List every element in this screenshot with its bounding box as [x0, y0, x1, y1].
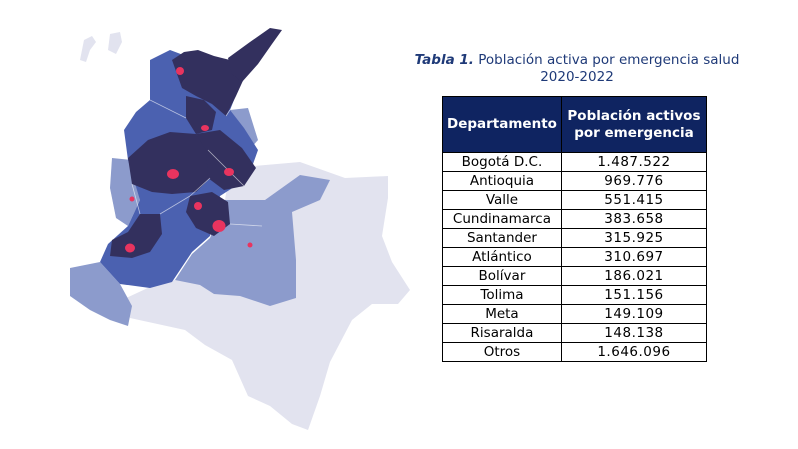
marker-atlantico [176, 67, 184, 75]
cell-poblacion: 1.646.096 [560, 342, 708, 362]
column-header-poblacion: Población activos por emergencia [560, 96, 708, 153]
map-region-low [175, 175, 330, 306]
cell-departamento: Risaralda [442, 323, 562, 343]
table-row: Meta 149.109 [442, 304, 708, 324]
cell-poblacion: 310.697 [560, 247, 708, 267]
map-borders [131, 99, 263, 227]
column-header-departamento: Departamento [442, 96, 562, 153]
map-region-high-santander [196, 130, 256, 190]
map-region-high-guajira [228, 28, 282, 82]
cell-poblacion: 315.925 [560, 228, 708, 248]
cell-departamento: Bogotá D.C. [442, 152, 562, 172]
table-row: Bolívar 186.021 [442, 266, 708, 286]
table-row: Otros 1.646.096 [442, 342, 708, 362]
marker-antioquia [167, 169, 179, 179]
marker-risaralda [194, 202, 202, 210]
table-row: Risaralda 148.138 [442, 323, 708, 343]
map-region-high-valle [110, 214, 162, 258]
cell-departamento: Valle [442, 190, 562, 210]
map-region-low-west [70, 262, 132, 326]
cell-departamento: Tolima [442, 285, 562, 305]
marker-santander [224, 168, 234, 176]
cell-poblacion: 1.487.522 [560, 152, 708, 172]
marker-bogota [212, 220, 226, 232]
table-row: Santander 315.925 [442, 228, 708, 248]
marker-valle [125, 243, 135, 253]
map-region-high-bolivar [186, 96, 216, 134]
map-island-san-andres [80, 36, 96, 62]
marker-choco [129, 196, 135, 202]
table-caption-text: Población activa por emergencia salud 20… [478, 52, 740, 85]
marker-bolivar [201, 125, 209, 131]
cell-departamento: Santander [442, 228, 562, 248]
colombia-map [70, 28, 410, 430]
cell-departamento: Atlántico [442, 247, 562, 267]
cell-departamento: Otros [442, 342, 562, 362]
cell-poblacion: 148.138 [560, 323, 708, 343]
cell-poblacion: 151.156 [560, 285, 708, 305]
map-region-high-north [172, 50, 246, 116]
cell-poblacion: 383.658 [560, 209, 708, 229]
table-row: Tolima 151.156 [442, 285, 708, 305]
cell-poblacion: 149.109 [560, 304, 708, 324]
cell-departamento: Bolívar [442, 266, 562, 286]
map-island-providencia [108, 32, 122, 54]
cell-departamento: Antioquia [442, 171, 562, 191]
cell-departamento: Meta [442, 304, 562, 324]
cell-poblacion: 551.415 [560, 190, 708, 210]
table-caption: Tabla 1. Población activa por emergencia… [412, 52, 742, 86]
cell-poblacion: 186.021 [560, 266, 708, 286]
table-header-row: Departamento Población activos por emerg… [442, 96, 708, 153]
table-row: Valle 551.415 [442, 190, 708, 210]
table-row: Antioquia 969.776 [442, 171, 708, 191]
cell-departamento: Cundinamarca [442, 209, 562, 229]
map-region-high-antioquia [128, 132, 210, 194]
table-row: Atlántico 310.697 [442, 247, 708, 267]
table-caption-label: Tabla 1. [414, 52, 474, 68]
table-row: Bogotá D.C. 1.487.522 [442, 152, 708, 172]
population-table: Departamento Población activos por emerg… [442, 96, 708, 362]
table-row: Cundinamarca 383.658 [442, 209, 708, 229]
cell-poblacion: 969.776 [560, 171, 708, 191]
marker-meta [247, 242, 253, 248]
